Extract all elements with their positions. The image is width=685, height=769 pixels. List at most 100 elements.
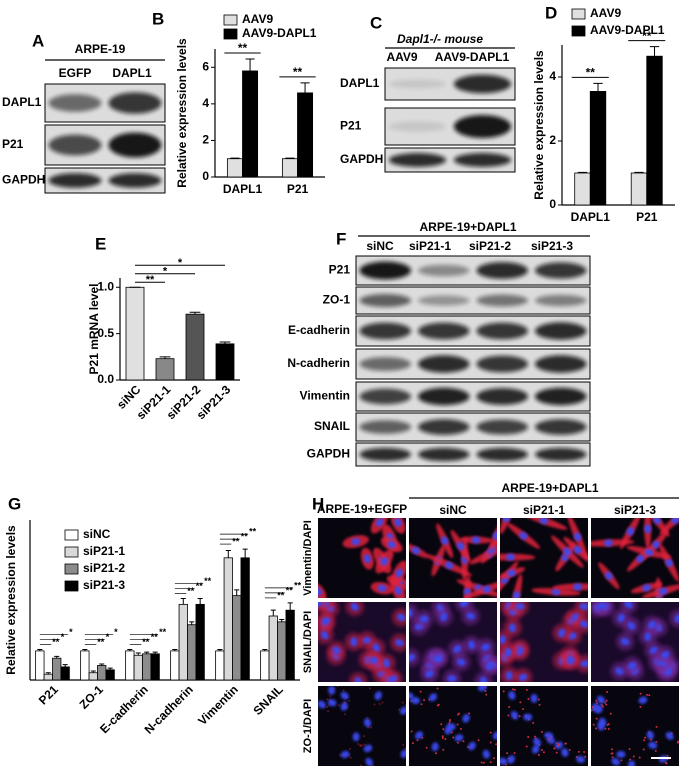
nucleus: [563, 547, 572, 556]
nucleus: [579, 620, 588, 629]
blot-band: [48, 173, 102, 188]
row-label: GAPDH: [2, 173, 45, 187]
junction-dot: [337, 704, 340, 707]
lane-label: AAV9: [386, 50, 417, 64]
lane-label: DAPL1: [112, 66, 152, 80]
bar: [185, 313, 205, 381]
micrograph-bg: [591, 686, 679, 766]
x-tick-label: siP21-3: [194, 382, 234, 422]
junction-dot: [327, 710, 330, 713]
row-label: GAPDH: [340, 152, 383, 166]
nucleus: [500, 757, 508, 765]
significance-label: **: [241, 531, 249, 541]
nucleus: [433, 655, 443, 663]
junction-dot: [513, 752, 516, 755]
junction-dot: [484, 689, 487, 692]
junction-dot: [626, 766, 628, 768]
junction-dot: [555, 751, 558, 754]
micrograph-bg: [318, 686, 406, 766]
error-bar: [245, 58, 255, 71]
x-tick-label: ZO-1: [77, 682, 106, 711]
blot-band: [359, 388, 411, 405]
bar: [223, 557, 233, 681]
nucleus: [611, 758, 620, 766]
junction-dot: [416, 739, 419, 742]
y-axis-label: Relative expression levels: [532, 50, 546, 200]
junction-dot: [495, 743, 497, 746]
nucleus: [638, 696, 648, 704]
junction-dot: [666, 754, 669, 757]
nucleus: [447, 675, 457, 682]
panel-letter: F: [336, 229, 346, 248]
bar: [285, 609, 295, 681]
nucleus: [340, 701, 348, 711]
error-bar: [159, 356, 171, 359]
blot-band: [453, 153, 512, 167]
micrograph: [409, 602, 497, 682]
nucleus: [456, 658, 466, 666]
significance-label: **: [146, 274, 155, 286]
nucleus: [505, 553, 515, 561]
junction-dot: [508, 705, 511, 708]
nucleus: [603, 539, 613, 547]
junction-dot: [410, 730, 413, 733]
junction-dot: [646, 693, 649, 696]
nucleus: [363, 554, 371, 564]
bar: [240, 557, 250, 681]
nucleus: [471, 536, 481, 544]
junction-dot: [344, 713, 347, 716]
nucleus: [665, 558, 673, 568]
legend-label: AAV9-DAPL1: [242, 26, 317, 40]
junction-dot: [348, 699, 351, 702]
row-label: SNAIL/DAPI: [302, 611, 314, 673]
micrograph: [500, 602, 588, 682]
nucleus: [400, 749, 406, 758]
junction-dot: [401, 701, 404, 704]
significance-label: **: [52, 637, 60, 647]
nucleus: [479, 676, 487, 682]
significance-label: *: [163, 266, 168, 278]
legend-swatch: [64, 529, 79, 541]
junction-dot: [368, 687, 371, 690]
error-bar: [152, 651, 158, 654]
nucleus: [375, 518, 384, 527]
lane-label: EGFP: [59, 66, 92, 80]
lane-label: siP21-1: [409, 239, 451, 253]
nucleus: [363, 744, 373, 753]
error-bar: [189, 621, 195, 625]
significance-label: **: [294, 580, 302, 590]
junction-dot: [547, 738, 550, 741]
y-tick-label: 0.0: [97, 372, 114, 386]
blot-band: [418, 355, 470, 373]
junction-dot: [648, 694, 651, 697]
blot-band: [535, 262, 587, 279]
junction-dot: [326, 705, 329, 708]
nucleus: [573, 532, 582, 542]
micrograph: [591, 518, 679, 598]
bar: [232, 595, 242, 681]
lane-label: AAV9-DAPL1: [435, 50, 510, 64]
blot-band: [418, 387, 470, 406]
junction-dot: [423, 699, 426, 702]
y-tick-label: 0: [549, 197, 556, 211]
nucleus: [395, 568, 403, 578]
junction-dot: [518, 715, 521, 718]
nucleus: [518, 673, 528, 681]
legend-label: siNC: [83, 527, 111, 541]
junction-dot: [643, 739, 646, 742]
nucleus: [579, 602, 588, 611]
nucleus: [453, 645, 462, 654]
legend-swatch: [64, 580, 79, 592]
junction-dot: [357, 742, 360, 745]
junction-dot: [564, 742, 567, 745]
significance-label: **: [642, 29, 652, 43]
junction-dot: [514, 766, 516, 768]
cell-body: [455, 602, 474, 613]
nucleus: [665, 731, 674, 740]
bar: [281, 158, 298, 178]
blot-band: [535, 387, 587, 406]
error-bar: [37, 648, 43, 651]
row-label: DAPL1: [340, 76, 380, 90]
nucleus: [567, 655, 575, 665]
error-bar: [180, 598, 186, 605]
